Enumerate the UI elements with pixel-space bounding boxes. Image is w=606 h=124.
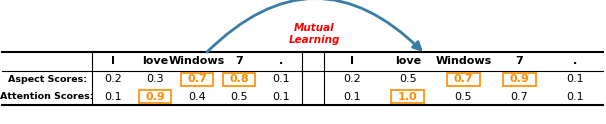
Bar xyxy=(181,73,213,86)
Text: love: love xyxy=(142,57,168,66)
Text: 0.3: 0.3 xyxy=(146,75,164,84)
Bar xyxy=(503,73,536,86)
Text: 0.9: 0.9 xyxy=(510,75,529,84)
Bar xyxy=(222,73,255,86)
FancyArrowPatch shape xyxy=(207,0,421,52)
Text: 0.5: 0.5 xyxy=(230,92,248,102)
Text: 0.9: 0.9 xyxy=(145,92,165,102)
Text: 0.1: 0.1 xyxy=(272,92,290,102)
Text: Windows: Windows xyxy=(435,57,491,66)
Text: 7: 7 xyxy=(235,57,243,66)
Text: 0.5: 0.5 xyxy=(399,75,416,84)
Text: Aspect Scores:: Aspect Scores: xyxy=(7,75,87,84)
Bar xyxy=(447,73,480,86)
Text: I: I xyxy=(111,57,115,66)
Text: 0.2: 0.2 xyxy=(104,75,122,84)
Text: 0.8: 0.8 xyxy=(229,75,249,84)
Text: 0.7: 0.7 xyxy=(454,75,473,84)
Text: I: I xyxy=(350,57,354,66)
Text: 7: 7 xyxy=(516,57,523,66)
Text: Windows: Windows xyxy=(169,57,225,66)
Bar xyxy=(391,90,424,103)
Text: 0.1: 0.1 xyxy=(104,92,122,102)
Text: 0.7: 0.7 xyxy=(510,92,528,102)
Bar xyxy=(139,90,171,103)
Text: 0.1: 0.1 xyxy=(566,92,584,102)
Text: love: love xyxy=(395,57,421,66)
Text: 1.0: 1.0 xyxy=(398,92,418,102)
Text: 0.4: 0.4 xyxy=(188,92,206,102)
Text: 0.1: 0.1 xyxy=(343,92,361,102)
Text: .: . xyxy=(279,57,283,66)
Text: 0.2: 0.2 xyxy=(343,75,361,84)
Text: Attention Scores:: Attention Scores: xyxy=(0,92,94,101)
Text: Mutual
Learning: Mutual Learning xyxy=(288,23,340,45)
Text: 0.1: 0.1 xyxy=(272,75,290,84)
Text: 0.7: 0.7 xyxy=(187,75,207,84)
Text: 0.5: 0.5 xyxy=(454,92,472,102)
Text: 0.1: 0.1 xyxy=(566,75,584,84)
Text: .: . xyxy=(573,57,578,66)
